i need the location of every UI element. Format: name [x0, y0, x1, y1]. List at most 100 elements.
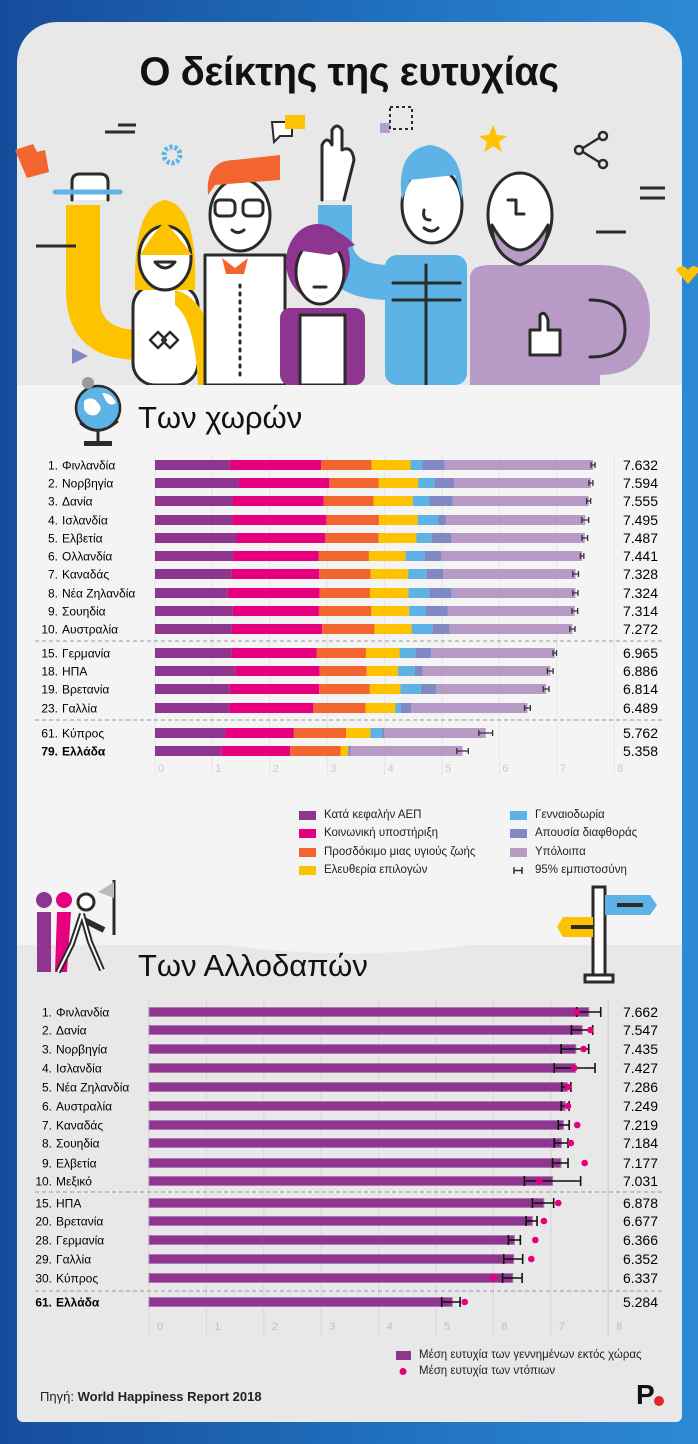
legend-swatch [299, 847, 316, 857]
bar-row: 61. Ελλάδα 5.284 [35, 1294, 658, 1310]
confidence-interval [581, 535, 589, 541]
source-note: Πηγή: World Happiness Report 2018 [40, 1389, 262, 1404]
bar-row: 3. Νορβηγία 7.435 [42, 1041, 658, 1057]
country-label: Βρετανία [62, 683, 109, 697]
bar-segment-residual [451, 588, 576, 598]
country-label: Νέα Ζηλανδία [62, 587, 135, 601]
x-tick-label: 6 [502, 763, 508, 775]
bar-row: 9. Ελβετία 7.177 [42, 1155, 658, 1171]
x-tick-label: 8 [616, 1321, 622, 1333]
confidence-interval [581, 517, 590, 523]
confidence-interval [552, 650, 558, 656]
bar-segment-residual [444, 460, 594, 470]
bar-segment-corruption [432, 624, 450, 634]
country-label: Γαλλία [62, 702, 97, 716]
country-label: Γερμανία [56, 1234, 104, 1248]
local-mean-dot [527, 1255, 535, 1263]
bar-segment-generosity [408, 569, 427, 579]
bar-segment-corruption [348, 746, 351, 756]
rank-label: 8. [42, 1137, 52, 1151]
bar-row: 23. Γαλλία 6.489 [41, 700, 658, 716]
local-mean-dot [554, 1199, 562, 1207]
confidence-interval [542, 686, 550, 692]
bar-row: 10. Αυστραλία 7.272 [41, 621, 658, 637]
bar-row: 2. Δανία 7.547 [42, 1022, 658, 1038]
bar-row: 15. ΗΠΑ 6.878 [35, 1195, 658, 1211]
score-value: 6.878 [623, 1195, 658, 1211]
confidence-interval [551, 1158, 569, 1168]
rank-label: 10. [35, 1175, 52, 1189]
confidence-interval [531, 1198, 555, 1208]
legend-label: Κοινωνική υποστήριξη [324, 827, 438, 839]
bar-segment-residual [441, 551, 583, 561]
score-value: 5.284 [623, 1294, 658, 1310]
bar-row: 15. Γερμανία 6.965 [41, 645, 658, 661]
bar-segment-healthy-life [318, 551, 369, 561]
country-label: Ελλάδα [62, 745, 106, 759]
x-tick-label: 3 [330, 763, 336, 775]
star-icon [479, 125, 507, 152]
bar-segment-social-support [236, 533, 326, 543]
country-label: Κύπρος [62, 727, 104, 741]
legend-label: Προσδόκιμο μιας υγιούς ζωής [324, 846, 476, 858]
score-value: 5.762 [623, 725, 658, 741]
bar-segment-healthy-life [319, 569, 371, 579]
bar-segment-freedom [374, 624, 412, 634]
bar-row: 29. Γαλλία 6.352 [35, 1251, 658, 1267]
x-tick-label: 7 [560, 763, 566, 775]
bar-row: 1. Φινλανδία 7.662 [42, 1004, 658, 1020]
legend-label: Ελευθερία επιλογών [324, 864, 428, 876]
score-value: 7.547 [623, 1022, 658, 1038]
bar-row: 79. Ελλάδα 5.358 [41, 743, 658, 759]
bar-segment-healthy-life [319, 588, 370, 598]
confidence-interval [572, 571, 580, 577]
bar-segment-generosity [410, 460, 423, 470]
bar-segment-residual [449, 624, 573, 634]
bar-row: 3. Δανία 7.555 [48, 493, 658, 509]
bar-segment-corruption [429, 496, 453, 506]
bar-segment-freedom [340, 746, 349, 756]
rank-label: 61. [35, 1296, 52, 1310]
immigrant-bar [148, 1297, 453, 1307]
rank-label: 7. [42, 1119, 52, 1133]
bar-segment-healthy-life [290, 746, 341, 756]
bar-segment-social-support [229, 703, 314, 713]
bar-segment-generosity [416, 533, 432, 543]
bar-row: 4. Ισλανδία 7.495 [48, 512, 658, 528]
bar-segment-freedom [378, 515, 418, 525]
country-label: Ελβετία [56, 1157, 97, 1171]
immigrant-bar [148, 1007, 590, 1017]
gear-icon [161, 144, 183, 166]
country-label: ΗΠΑ [56, 1197, 81, 1211]
bar-segment-residual [431, 648, 555, 658]
bar-segment-healthy-life [316, 648, 366, 658]
score-value: 7.031 [623, 1173, 658, 1189]
score-value: 7.632 [623, 457, 658, 473]
legend-item-health: Προσδόκιμο μιας υγιούς ζωής [299, 846, 475, 858]
country-label: Δανία [56, 1024, 87, 1038]
bar-segment-freedom [378, 533, 417, 543]
bar-segment-gdp [155, 728, 226, 738]
bar-segment-social-support [231, 624, 323, 634]
bar-segment-generosity [400, 684, 421, 694]
bar-row: 8. Σουηδία 7.184 [42, 1135, 658, 1151]
bar-segment-freedom [369, 588, 409, 598]
bar-segment-corruption [425, 606, 448, 616]
bar-row: 20. Βρετανία 6.677 [35, 1213, 658, 1229]
score-value: 7.286 [623, 1079, 658, 1095]
local-mean-dot [540, 1217, 548, 1225]
bar-segment-social-support [231, 648, 317, 658]
rank-label: 9. [48, 605, 58, 619]
score-value: 7.435 [623, 1041, 658, 1057]
error-bar-icon [510, 866, 527, 875]
bar-segment-gdp [155, 624, 232, 634]
rank-label: 20. [35, 1215, 52, 1229]
x-tick-label: 1 [214, 1321, 220, 1333]
rank-label: 2. [42, 1024, 52, 1038]
heart-icon [676, 266, 698, 284]
country-label: Σουηδία [56, 1137, 100, 1151]
rank-label: 28. [35, 1234, 52, 1248]
confidence-interval [590, 462, 596, 468]
bar-segment-healthy-life [325, 533, 379, 543]
score-value: 6.337 [623, 1270, 658, 1286]
